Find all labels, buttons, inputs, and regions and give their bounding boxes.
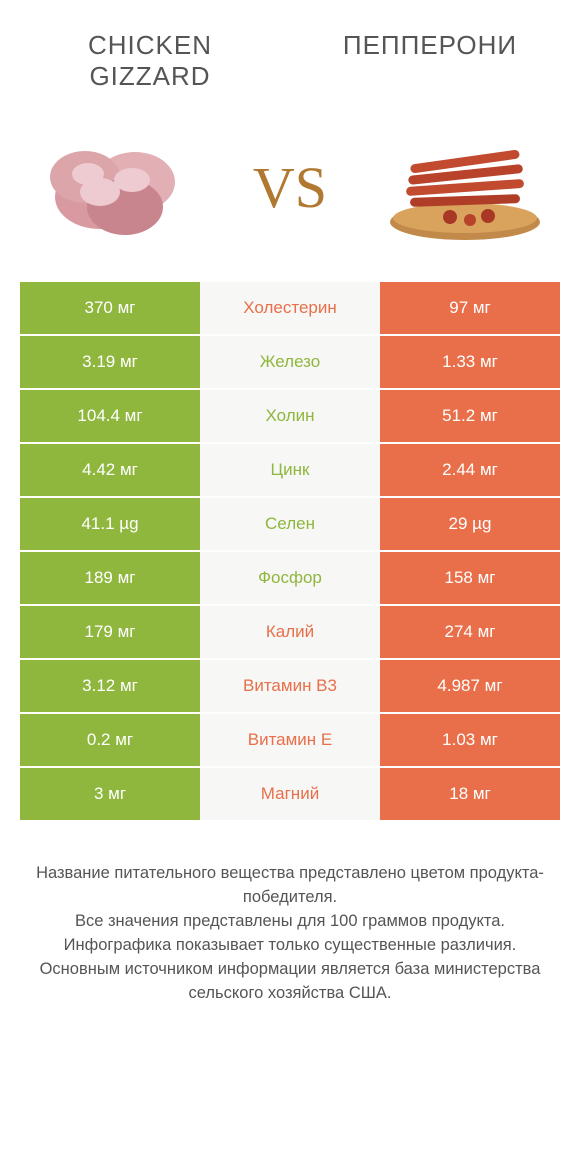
value-right: 4.987 мг [380,660,560,712]
value-left: 4.42 мг [20,444,200,496]
value-left: 104.4 мг [20,390,200,442]
nutrient-label: Магний [200,768,380,820]
nutrient-label: Селен [200,498,380,550]
chicken-gizzard-image [30,122,200,252]
nutrient-label: Холин [200,390,380,442]
pepperoni-image [380,122,550,252]
vs-label: VS [253,154,327,221]
value-left: 3 мг [20,768,200,820]
product-title-right: ПЕППЕРОНИ [330,30,530,61]
value-right: 2.44 мг [380,444,560,496]
value-right: 158 мг [380,552,560,604]
value-left: 179 мг [20,606,200,658]
value-left: 0.2 мг [20,714,200,766]
value-left: 41.1 µg [20,498,200,550]
nutrient-label: Холестерин [200,282,380,334]
nutrient-label: Фосфор [200,552,380,604]
images-row: VS [0,102,580,282]
footer-notes: Название питательного вещества представл… [0,822,580,1026]
table-row: 104.4 мгХолин51.2 мг [20,390,560,444]
product-title-left: CHICKEN GIZZARD [50,30,250,92]
nutrient-label: Витамин E [200,714,380,766]
table-row: 3.19 мгЖелезо1.33 мг [20,336,560,390]
table-row: 179 мгКалий274 мг [20,606,560,660]
value-left: 3.12 мг [20,660,200,712]
value-right: 1.03 мг [380,714,560,766]
footer-line: Основным источником информации является … [30,958,550,1006]
nutrient-label: Калий [200,606,380,658]
table-row: 189 мгФосфор158 мг [20,552,560,606]
comparison-table: 370 мгХолестерин97 мг3.19 мгЖелезо1.33 м… [20,282,560,822]
value-right: 1.33 мг [380,336,560,388]
footer-line: Название питательного вещества представл… [30,862,550,910]
table-row: 0.2 мгВитамин E1.03 мг [20,714,560,768]
table-row: 3.12 мгВитамин B34.987 мг [20,660,560,714]
table-row: 4.42 мгЦинк2.44 мг [20,444,560,498]
value-right: 51.2 мг [380,390,560,442]
value-right: 29 µg [380,498,560,550]
nutrient-label: Железо [200,336,380,388]
header: CHICKEN GIZZARD ПЕППЕРОНИ [0,0,580,102]
value-left: 370 мг [20,282,200,334]
nutrient-label: Цинк [200,444,380,496]
value-right: 18 мг [380,768,560,820]
value-left: 189 мг [20,552,200,604]
footer-line: Инфографика показывает только существенн… [30,934,550,958]
value-right: 274 мг [380,606,560,658]
table-row: 3 мгМагний18 мг [20,768,560,822]
table-row: 41.1 µgСелен29 µg [20,498,560,552]
nutrient-label: Витамин B3 [200,660,380,712]
footer-line: Все значения представлены для 100 граммо… [30,910,550,934]
table-row: 370 мгХолестерин97 мг [20,282,560,336]
value-right: 97 мг [380,282,560,334]
value-left: 3.19 мг [20,336,200,388]
